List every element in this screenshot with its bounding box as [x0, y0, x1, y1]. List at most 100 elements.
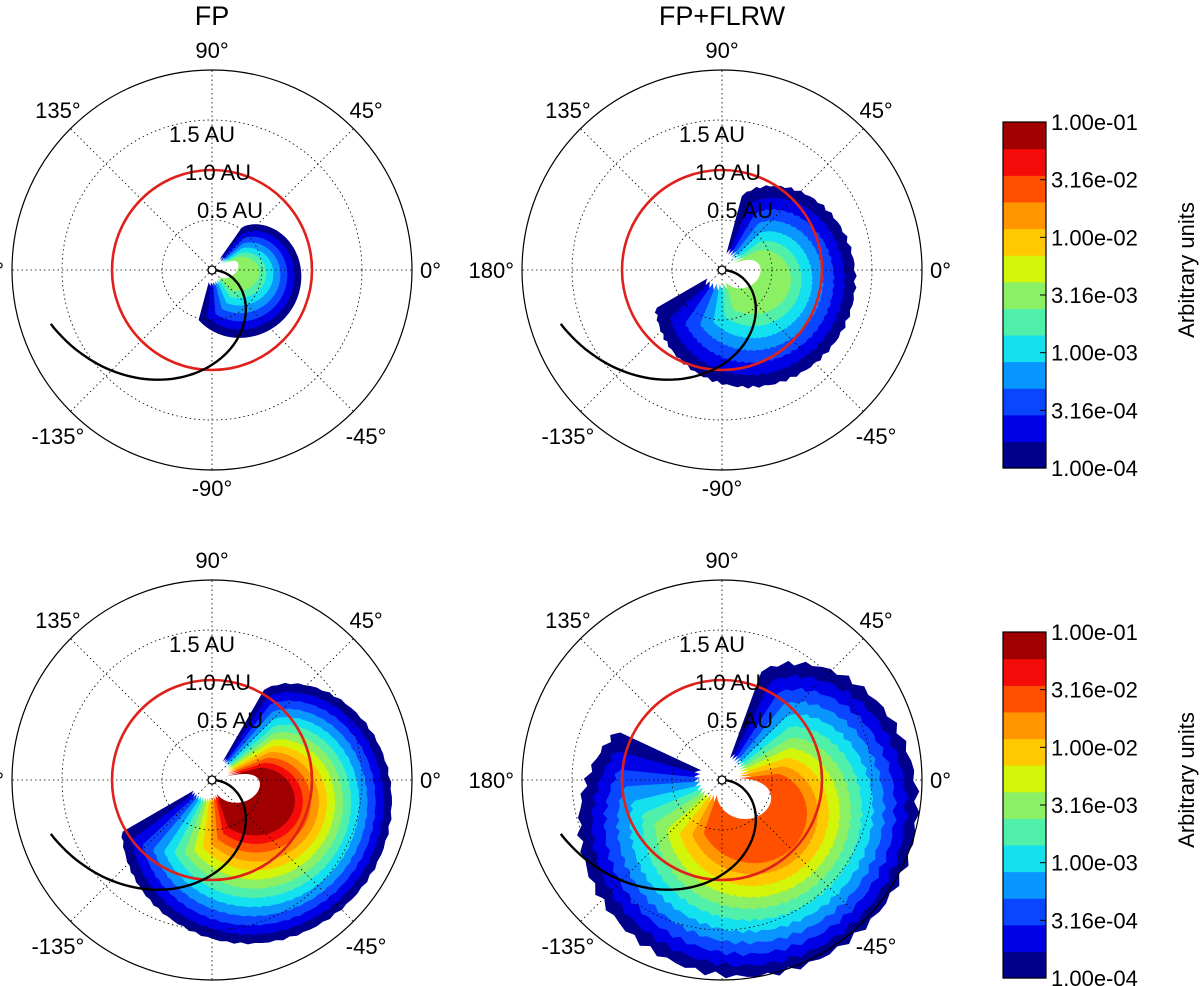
earth-orbit-circle — [110, 168, 314, 372]
colorbar-band-4 — [1003, 844, 1046, 873]
angle-tick-label: -135° — [541, 424, 594, 449]
angle-tick-label: -135° — [31, 424, 84, 449]
colorbar-band-7 — [1003, 765, 1046, 793]
colorbar-band-9 — [1003, 201, 1046, 230]
polar-panel-bottom-fp-flrw: 0.5 AU1.0 AU1.5 AU90°45°0°-45°-90°-135°1… — [468, 548, 951, 981]
colorbar-tick-label: 3.16e-03 — [1051, 283, 1138, 308]
angle-tick-label: 135° — [35, 98, 81, 123]
angle-tick-label: 90° — [705, 38, 738, 63]
colorbar-tick-label: 1.00e-02 — [1051, 735, 1138, 760]
contour-band-12 — [216, 767, 295, 836]
colorbar-tick-label: 1.00e-02 — [1051, 225, 1138, 250]
angle-tick-label: 45° — [349, 608, 382, 633]
radial-label-1: 1.0 AU — [185, 160, 251, 185]
angle-tick-label: -90° — [702, 476, 743, 501]
angle-tick-label: -135° — [541, 934, 594, 959]
colorbar-band-11 — [1003, 148, 1046, 176]
colorbar-band-7 — [1003, 255, 1046, 283]
colorbar-band-12 — [1003, 122, 1046, 150]
angle-tick-label: 180° — [0, 258, 4, 283]
radial-label-0: 0.5 AU — [197, 198, 263, 223]
colorbar-tick-label: 3.16e-04 — [1051, 398, 1138, 423]
angle-tick-label: 90° — [705, 548, 738, 573]
angle-tick-label: -45° — [346, 934, 387, 959]
angle-tick-label: 45° — [859, 608, 892, 633]
colorbar-band-6 — [1003, 791, 1046, 819]
colorbar-tick-label: 3.16e-02 — [1051, 168, 1138, 193]
column-title-fp-flrw: FP+FLRW — [659, 1, 786, 31]
angle-tick-label: 0° — [930, 258, 951, 283]
colorbar-band-5 — [1003, 308, 1046, 336]
colorbar-tick-label: 1.00e-03 — [1051, 341, 1138, 366]
radial-label-1: 1.0 AU — [185, 670, 251, 695]
colorbar-label: Arbitrary units — [1174, 712, 1199, 848]
contour-band-6 — [725, 249, 791, 315]
polar-panel-top-fp-flrw: 0.5 AU 1.0 AU 1.5 AU 90° 45° 0° -45° -90° -135° 1… — [468, 38, 951, 501]
sun-marker — [207, 775, 217, 785]
sun-marker — [717, 775, 727, 785]
contour-band-6 — [218, 256, 260, 292]
angle-tick-label: 135° — [545, 98, 591, 123]
angle-tick-label: -45° — [346, 424, 387, 449]
angle-tick-label: 180° — [468, 768, 514, 793]
angle-tick-label: 0° — [420, 258, 441, 283]
colorbar-band-9 — [1003, 711, 1046, 740]
colorbar-tick-label: 1.00e-03 — [1051, 851, 1138, 876]
colorbar-tick-label: 1.00e-01 — [1051, 620, 1138, 645]
colorbar-tick-label: 3.16e-04 — [1051, 908, 1138, 933]
colorbar-band-2 — [1003, 898, 1046, 926]
colorbar-band-3 — [1003, 871, 1046, 899]
angle-tick-label: 45° — [349, 98, 382, 123]
colorbar-band-12 — [1003, 632, 1046, 660]
colorbar-tick-label: 1.00e-04 — [1051, 966, 1138, 986]
colorbar-band-11 — [1003, 658, 1046, 686]
polar-panel-top-fp: 0.5 AU 1.0 AU 1.5 AU 90° 45° 0° -45° -90° -135° 1… — [0, 38, 441, 501]
sun-marker — [207, 265, 217, 275]
angle-tick-label: 180° — [468, 258, 514, 283]
angle-tick-label: -90° — [192, 476, 233, 501]
radial-label-2: 1.5 AU — [169, 632, 235, 657]
colorbar-band-6 — [1003, 281, 1046, 309]
polar-frame — [521, 69, 923, 471]
angle-tick-label: 90° — [195, 38, 228, 63]
colorbar-band-0 — [1003, 441, 1046, 469]
angle-tick-label: 135° — [35, 608, 81, 633]
colorbar-bottom: 1.00e-01 3.16e-02 1.00e-02 3.16e-03 1.00e-03… — [1002, 620, 1199, 986]
colorbar-band-10 — [1003, 175, 1046, 203]
angle-tick-label: 0° — [420, 768, 441, 793]
colorbar-top: 1.00e-01 3.16e-02 1.00e-02 3.16e-03 1.00e-03… — [1002, 110, 1199, 481]
colorbar-band-4 — [1003, 334, 1046, 363]
earth-orbit-circle — [620, 168, 824, 372]
colorbar-tick-label: 3.16e-03 — [1051, 793, 1138, 818]
colorbar-label: Arbitrary units — [1174, 202, 1199, 338]
colorbar-band-1 — [1003, 414, 1046, 442]
angle-tick-label: -135° — [31, 934, 84, 959]
colorbar-tick-label: 3.16e-02 — [1051, 678, 1138, 703]
earth-orbit-circle — [620, 678, 824, 882]
colorbar-tick-label: 1.00e-04 — [1051, 456, 1138, 481]
colorbar-band-3 — [1003, 361, 1046, 389]
angle-tick-label: 0° — [930, 768, 951, 793]
earth-orbit-circle — [110, 678, 314, 882]
radial-label-1: 1.0 AU — [695, 670, 761, 695]
colorbar-band-2 — [1003, 388, 1046, 416]
angle-tick-label: -45° — [856, 424, 897, 449]
polar-panel-bottom-fp: 0.5 AU1.0 AU1.5 AU90°45°0°-45°-90°-135°1… — [0, 548, 441, 981]
polar-frame — [11, 69, 413, 471]
colorbar-band-8 — [1003, 228, 1046, 256]
angle-tick-label: 180° — [0, 768, 4, 793]
spiral-field-line — [49, 778, 247, 891]
sun-marker — [717, 265, 727, 275]
column-title-fp: FP — [195, 1, 230, 31]
colorbar-band-0 — [1003, 951, 1046, 979]
radial-label-0: 0.5 AU — [707, 198, 773, 223]
spiral-field-line — [559, 268, 757, 381]
angle-tick-label: 135° — [545, 608, 591, 633]
polar-frame — [521, 579, 923, 981]
radial-label-2: 1.5 AU — [679, 632, 745, 657]
colorbar-band-10 — [1003, 685, 1046, 713]
polar-frame — [11, 579, 413, 981]
colorbar-band-5 — [1003, 818, 1046, 846]
radial-label-2: 1.5 AU — [679, 122, 745, 147]
